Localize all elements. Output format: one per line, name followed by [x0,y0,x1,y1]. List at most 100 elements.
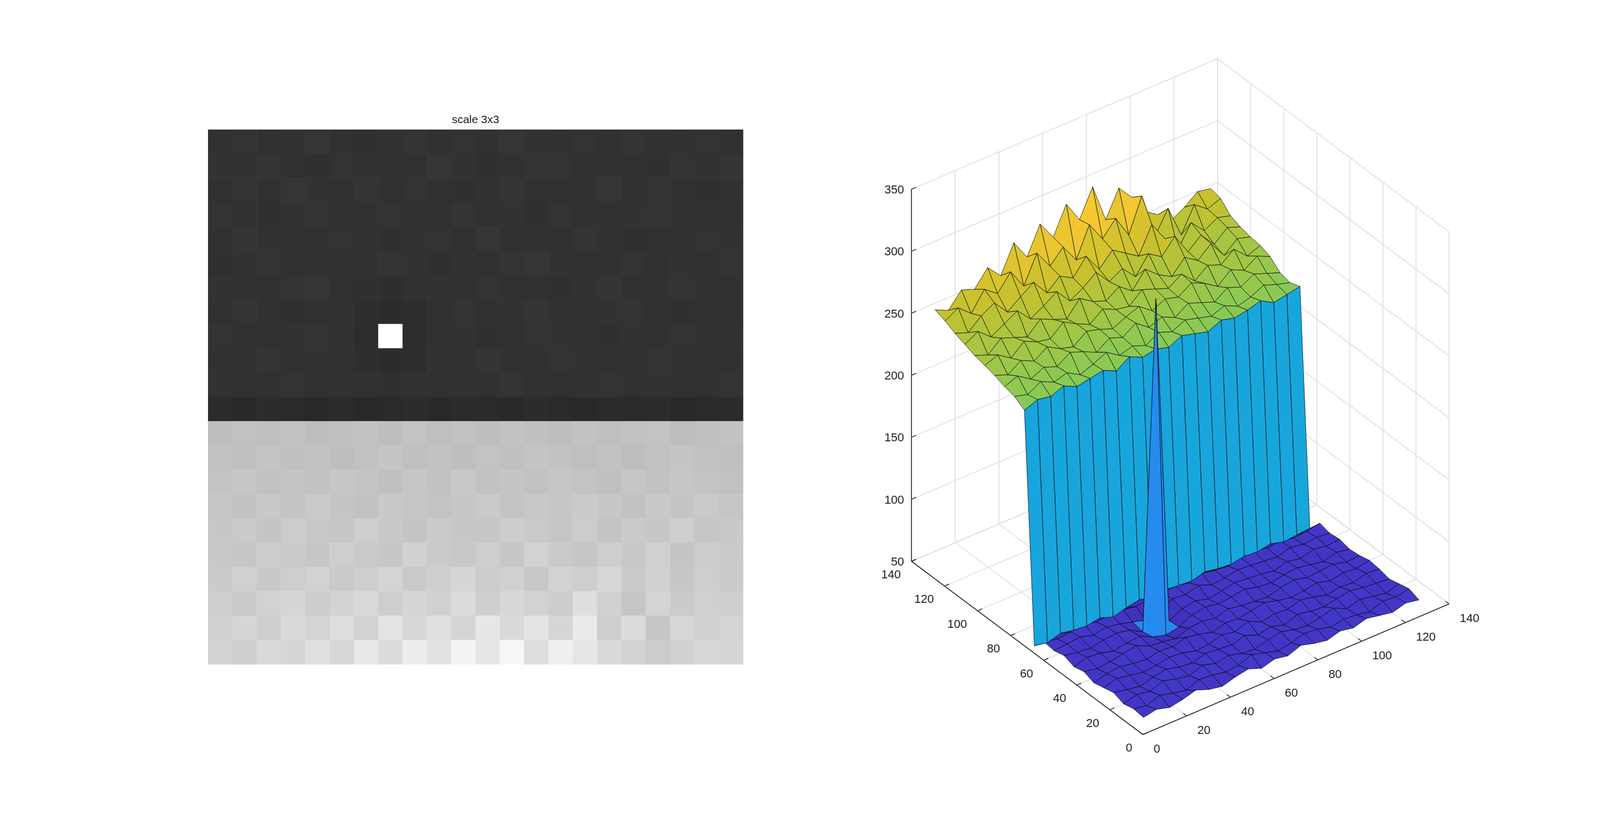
image-cell [256,251,282,276]
image-cell [548,226,573,252]
image-cell [645,469,671,495]
image-cell [621,324,646,349]
image-cell [524,129,549,155]
image-cell [548,397,573,422]
image-cell [572,616,598,641]
surface-face [990,324,1014,339]
image-cell [475,421,501,446]
image-cell [596,542,622,568]
image-cell [499,469,525,495]
x-tick-label: 80 [1328,667,1342,682]
image-cell [548,348,573,373]
image-cell [354,202,379,228]
image-cell [232,445,258,471]
image-cell [548,178,573,203]
image-cell [669,421,695,446]
image-cell [354,299,379,325]
image-cell [426,202,452,228]
grid-line [1142,604,1450,735]
image-cell [208,202,233,228]
image-cell [402,421,428,446]
image-cell [499,154,525,179]
image-cell [426,372,452,398]
tick [911,373,917,376]
image-cell [305,616,330,641]
x-tick-label: 140 [1459,611,1480,626]
image-cell [451,421,476,446]
image-cell [596,591,622,616]
axes [911,187,1450,735]
tick [1314,657,1318,661]
image-cell [305,518,330,543]
image-cell [645,202,671,228]
image-cell [596,348,622,373]
image-cell [669,202,695,228]
image-cell [305,226,330,252]
image-cell [572,226,598,252]
image-cell [354,372,379,398]
image-cell [402,469,428,495]
image-cell [694,299,719,325]
image-cell [524,494,549,519]
image-cell [378,567,403,592]
tick [1043,658,1049,661]
image-cell [232,591,258,616]
image-cell [621,129,646,155]
image-cell [596,445,622,471]
image-cell [256,129,282,155]
image-cell [256,616,282,641]
image-cell [232,542,258,568]
image-cell [548,129,573,155]
image-cell [281,299,306,325]
surface-face [1174,303,1198,320]
image-cell [621,178,646,203]
surface-face [1014,394,1038,411]
image-cell [256,494,282,519]
y-tick-label: 120 [914,592,934,606]
image-cell [524,372,549,398]
image-cell [645,421,671,446]
surface-face [1246,245,1270,258]
image-cell [305,542,330,568]
image-cell [499,445,525,471]
image-cell [232,275,258,301]
image-cell [402,445,428,471]
image-cell [378,202,403,228]
image-cell [208,226,233,252]
image-cell [378,518,403,543]
image-cell [426,469,452,495]
image-cell [281,542,306,568]
image-cell [475,591,501,616]
image-cell [329,494,355,519]
image-cell [378,348,403,373]
tick [911,559,917,562]
x-tick-label: 0 [1153,742,1160,756]
image-cell [524,518,549,543]
image-cell [451,324,476,349]
image-cell [718,469,743,495]
image-cell [499,567,525,592]
image-cell [475,397,501,422]
image-cell [596,372,622,398]
image-cell [694,445,719,471]
image-cell [281,348,306,373]
image-cell [694,421,719,446]
image-cell [621,421,646,446]
image-cell [475,299,501,325]
surface-face [1011,341,1035,362]
image-cell [402,275,428,301]
image-cell [232,469,258,495]
y-tick-label: 80 [987,642,1000,656]
image-cell [548,154,573,179]
image-cell [402,202,428,228]
image-cell [645,542,671,568]
image-cell [718,324,743,349]
image-cell [208,421,233,446]
image-cell [354,178,379,203]
image-cell [621,616,646,641]
tick [1445,601,1450,605]
image-cell [718,518,743,543]
image-cell [378,275,403,301]
image-cell [305,251,330,276]
image-cell [499,202,525,228]
